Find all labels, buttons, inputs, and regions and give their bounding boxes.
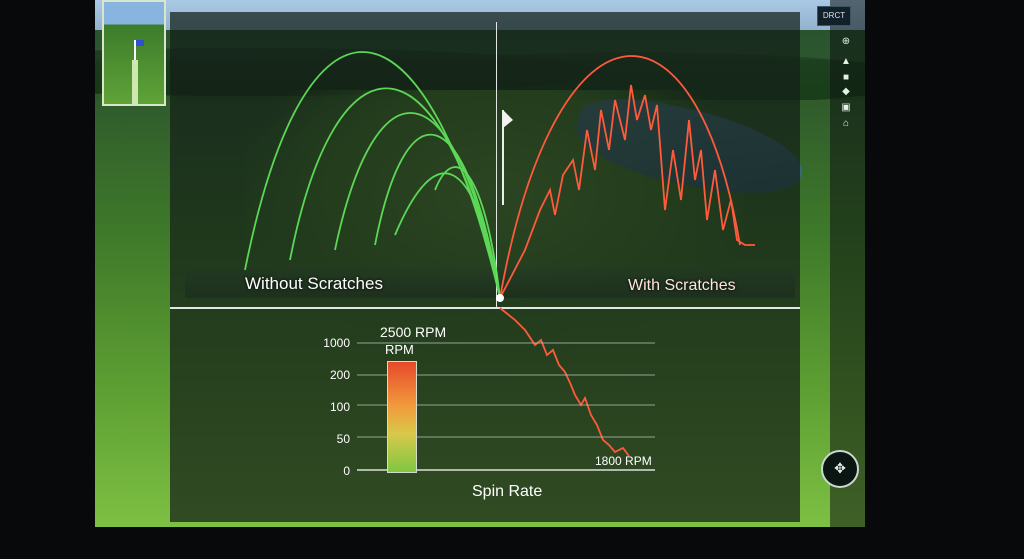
horizontal-divider bbox=[170, 307, 800, 309]
y-tick: 0 bbox=[343, 464, 350, 478]
clean-trajectory-6 bbox=[434, 166, 501, 299]
trajectory-plot bbox=[244, 51, 755, 471]
minimap-icon[interactable] bbox=[102, 0, 166, 106]
y-tick: 200 bbox=[329, 368, 350, 382]
spin-low-label: 1800 RPM bbox=[595, 454, 652, 468]
scratched-arc bbox=[499, 55, 741, 299]
person-icon[interactable]: ▲ bbox=[841, 56, 851, 67]
clean-trajectory-1 bbox=[244, 51, 501, 299]
left-trajectory-label: Without Scratches bbox=[245, 274, 383, 293]
spin-high-unit: RPM bbox=[385, 342, 414, 357]
y-tick: 50 bbox=[336, 432, 350, 446]
minimap-flag bbox=[136, 40, 144, 46]
vertical-divider bbox=[496, 22, 497, 308]
clean-trajectory-5 bbox=[394, 172, 501, 299]
label-band bbox=[185, 268, 795, 298]
right-toolbar bbox=[830, 0, 865, 527]
spin-decay-line bbox=[499, 307, 630, 457]
camera-icon[interactable]: ▣ bbox=[841, 102, 851, 113]
ball-launch-point bbox=[496, 294, 504, 302]
clean-trajectory-2 bbox=[289, 87, 501, 299]
navigation-pad-icon[interactable]: ✥ bbox=[821, 450, 859, 488]
minimap-flagstick bbox=[134, 40, 136, 60]
tee-icon[interactable]: ■ bbox=[842, 72, 850, 83]
y-tick: 1000 bbox=[323, 336, 350, 350]
chart-title: Spin Rate bbox=[472, 483, 543, 500]
y-tick: 100 bbox=[329, 400, 350, 414]
mode-button[interactable]: DRCT bbox=[817, 6, 851, 26]
flag-cloth bbox=[503, 110, 513, 128]
flag-icon[interactable]: ◆ bbox=[842, 86, 850, 97]
simulator-screen: DRCT ⊕ ▲ ■ ◆ ▣ ⌂ ✥ Wi bbox=[95, 0, 865, 527]
right-trajectory-label: With Scratches bbox=[628, 277, 736, 294]
scratched-wobble bbox=[499, 84, 755, 299]
home-icon[interactable]: ⌂ bbox=[842, 118, 850, 129]
scratched-trajectories bbox=[499, 55, 755, 457]
spin-rate-bar bbox=[387, 361, 417, 473]
clean-trajectory-4 bbox=[374, 133, 501, 299]
minimap-fairway-path bbox=[132, 60, 138, 104]
clean-trajectories bbox=[244, 51, 501, 299]
spin-high-label: 2500 RPM bbox=[380, 324, 447, 340]
compass-icon[interactable]: ⊕ bbox=[841, 36, 851, 47]
